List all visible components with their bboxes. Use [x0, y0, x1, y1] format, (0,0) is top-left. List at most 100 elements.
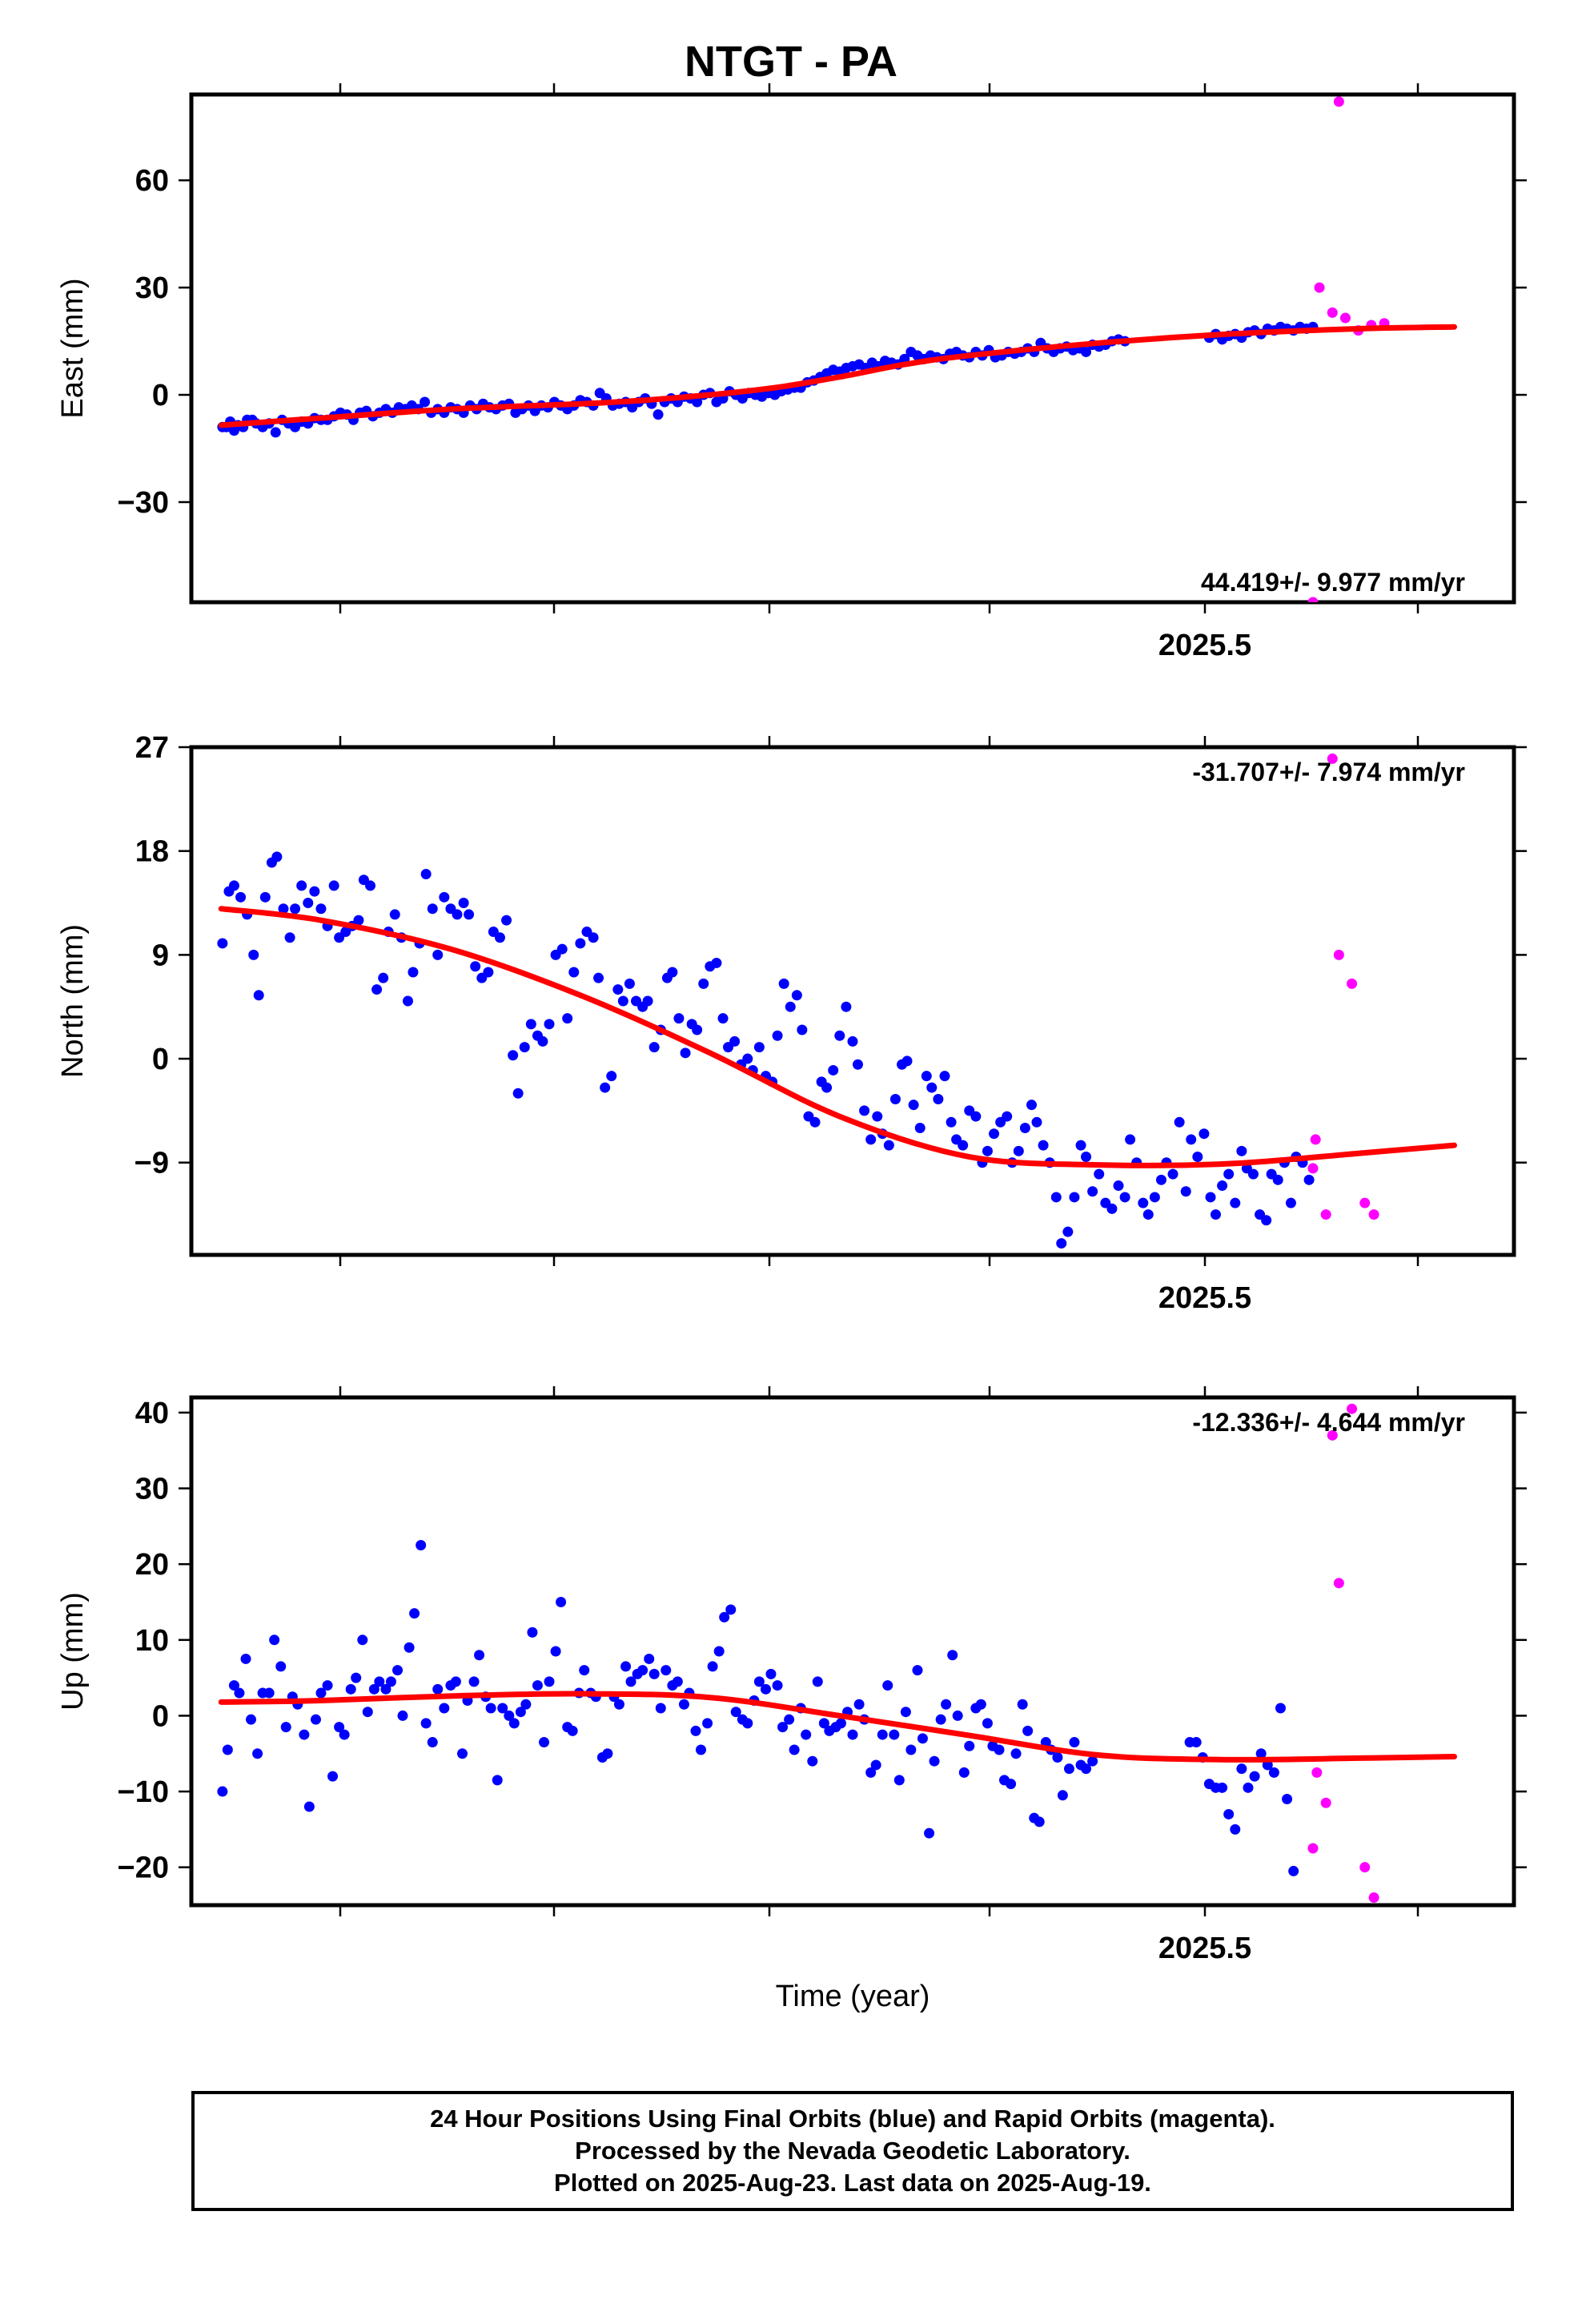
final-orbit-point	[1006, 1779, 1017, 1790]
final-orbit-point	[248, 949, 259, 960]
rapid-orbit-point	[1333, 1578, 1344, 1589]
final-orbit-point	[719, 1611, 730, 1622]
rapid-orbit-point	[1347, 1403, 1358, 1414]
final-orbit-point	[432, 949, 444, 960]
final-orbit-point	[556, 1596, 567, 1607]
final-orbit-point	[1081, 1152, 1092, 1163]
final-orbit-point	[550, 1646, 561, 1657]
final-orbit-point	[397, 1710, 408, 1721]
rapid-orbit-point	[1307, 1163, 1319, 1174]
final-orbit-point	[812, 1676, 823, 1687]
final-orbit-point	[588, 932, 599, 943]
final-orbit-point	[637, 1665, 648, 1676]
final-orbit-point	[702, 1718, 713, 1729]
final-orbit-point	[946, 1116, 957, 1128]
final-orbit-point	[975, 1699, 986, 1710]
final-orbit-point	[644, 1653, 655, 1664]
final-orbit-point	[1247, 1168, 1259, 1180]
y-tick-label: 0	[152, 1699, 169, 1733]
final-orbit-point	[275, 1661, 287, 1672]
final-orbit-point	[1249, 1771, 1260, 1782]
final-orbit-point	[1199, 1128, 1210, 1140]
final-orbit-point	[485, 1703, 496, 1714]
final-orbit-point	[296, 880, 307, 891]
final-orbit-point	[859, 1105, 870, 1116]
final-orbit-point	[556, 943, 568, 955]
final-orbit-point	[508, 1718, 520, 1729]
final-orbit-point	[947, 1650, 958, 1661]
final-orbit-point	[921, 1071, 932, 1082]
final-orbit-point	[1056, 1238, 1067, 1249]
final-orbit-point	[1223, 1808, 1235, 1819]
final-orbit-point	[567, 1725, 578, 1736]
final-orbit-point	[427, 903, 438, 915]
final-orbit-point	[315, 903, 327, 915]
final-orbit-point	[841, 1001, 852, 1012]
final-orbit-point	[252, 1748, 263, 1759]
final-orbit-point	[696, 1744, 707, 1755]
final-orbit-point	[692, 1024, 703, 1035]
final-orbit-point	[497, 1703, 508, 1714]
y-tick-label: −10	[118, 1775, 169, 1809]
final-orbit-point	[801, 1729, 812, 1740]
panel-frame	[189, 745, 1516, 1257]
final-orbit-point	[680, 1047, 691, 1059]
final-orbit-point	[362, 1707, 373, 1718]
final-orbit-point	[1261, 1215, 1272, 1226]
final-orbit-point	[1205, 1192, 1216, 1203]
final-orbit-point	[917, 1733, 928, 1744]
final-orbit-point	[284, 932, 295, 943]
final-orbit-point	[900, 1707, 911, 1718]
final-orbit-point	[420, 869, 432, 879]
final-orbit-point	[964, 1740, 975, 1751]
final-orbit-point	[452, 909, 463, 920]
y-tick-label: 30	[135, 271, 169, 305]
final-orbit-point	[222, 1744, 233, 1755]
y-tick-label: 0	[152, 1043, 169, 1076]
final-orbit-point	[520, 1699, 532, 1710]
final-orbit-point	[408, 967, 419, 978]
final-orbit-point	[1230, 1823, 1241, 1835]
final-orbit-point	[1186, 1134, 1197, 1145]
final-orbit-point	[263, 1687, 275, 1699]
final-orbit-point	[1022, 1725, 1034, 1736]
final-orbit-point	[1094, 1168, 1105, 1180]
final-orbit-point	[353, 915, 364, 926]
final-orbit-point	[970, 1111, 982, 1122]
final-orbit-point	[982, 1145, 993, 1156]
final-orbit-point	[625, 1676, 636, 1687]
final-orbit-point	[652, 409, 664, 420]
final-orbit-point	[772, 1030, 783, 1041]
final-orbit-point	[742, 1718, 753, 1729]
final-orbit-point	[1142, 1209, 1154, 1220]
y-tick-label: −9	[135, 1147, 169, 1180]
final-orbit-point	[617, 995, 628, 1007]
final-orbit-point	[1062, 1226, 1074, 1237]
final-orbit-point	[228, 880, 239, 891]
final-orbit-point	[562, 1013, 573, 1024]
final-orbit-point	[492, 1775, 503, 1786]
final-orbit-point	[789, 1744, 800, 1755]
final-orbit-point	[494, 932, 505, 943]
final-orbit-point	[339, 1729, 350, 1740]
rapid-orbit-point	[1359, 1197, 1371, 1208]
final-orbit-point	[818, 1718, 829, 1729]
final-orbit-point	[512, 1088, 524, 1099]
final-orbit-point	[692, 396, 703, 408]
rapid-orbit-point	[1327, 753, 1338, 764]
final-orbit-point	[661, 1665, 672, 1676]
final-orbit-point	[1180, 1186, 1191, 1197]
final-orbit-point	[328, 880, 339, 891]
footer-legend: 24 Hour Positions Using Final Orbits (bl…	[191, 2091, 1514, 2211]
final-orbit-point	[368, 1683, 379, 1695]
final-orbit-point	[1272, 1174, 1283, 1185]
final-orbit-point	[655, 1703, 666, 1714]
final-orbit-point	[729, 1035, 741, 1047]
final-orbit-point	[1069, 1737, 1080, 1748]
trend-fit-line	[218, 1691, 1457, 1763]
chart-title: NTGT - PA	[685, 38, 897, 86]
final-orbit-point	[730, 1707, 741, 1718]
panel-frame	[189, 92, 1516, 605]
final-orbit-point	[374, 1676, 385, 1687]
